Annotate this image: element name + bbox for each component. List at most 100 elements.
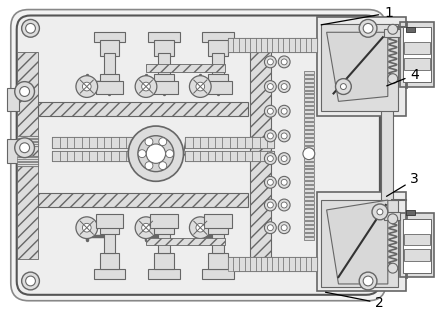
Circle shape [265, 153, 276, 164]
Bar [256, 38, 261, 52]
Bar [261, 38, 267, 52]
Bar [52, 137, 59, 148]
Bar [234, 38, 239, 52]
Circle shape [159, 162, 167, 170]
Bar [304, 193, 314, 196]
Bar [304, 166, 314, 168]
Bar [17, 136, 39, 146]
Bar [52, 151, 141, 161]
Bar [204, 80, 232, 95]
Bar [304, 233, 314, 236]
Bar [202, 269, 234, 279]
Bar [215, 151, 222, 161]
Bar [252, 137, 259, 148]
Circle shape [278, 153, 290, 164]
Circle shape [267, 84, 274, 90]
Bar [272, 257, 278, 271]
Circle shape [267, 133, 274, 139]
Circle shape [22, 19, 40, 37]
Bar [17, 144, 39, 146]
Bar [208, 74, 228, 82]
Bar [146, 64, 225, 72]
Bar [186, 151, 193, 161]
Bar [222, 151, 230, 161]
Circle shape [278, 130, 290, 142]
Text: 3: 3 [387, 172, 419, 196]
Bar [321, 200, 398, 287]
Bar [305, 257, 311, 271]
Bar [17, 156, 39, 166]
Bar [304, 90, 314, 94]
Bar [230, 137, 237, 148]
Circle shape [265, 176, 276, 188]
Bar [400, 213, 434, 277]
Bar [193, 137, 200, 148]
Bar [259, 151, 267, 161]
Bar [289, 38, 294, 52]
Circle shape [281, 59, 287, 65]
Bar [304, 225, 314, 228]
Bar [186, 137, 193, 148]
Bar [304, 236, 314, 240]
Bar [304, 79, 314, 82]
Circle shape [267, 225, 274, 231]
Circle shape [388, 263, 398, 273]
Bar [17, 141, 39, 143]
Bar [239, 257, 245, 271]
Bar [304, 126, 314, 129]
Circle shape [166, 150, 174, 158]
Circle shape [15, 138, 35, 158]
Bar [17, 143, 39, 144]
Bar [111, 137, 119, 148]
Bar [237, 137, 245, 148]
Text: 4: 4 [387, 68, 419, 86]
Bar [17, 164, 39, 166]
Bar [294, 257, 300, 271]
Bar [404, 42, 430, 54]
Circle shape [281, 133, 287, 139]
Bar [148, 32, 179, 42]
Circle shape [341, 84, 346, 90]
Bar [304, 95, 314, 97]
Bar [146, 237, 225, 246]
Circle shape [267, 156, 274, 162]
Bar [94, 269, 125, 279]
Bar [400, 22, 434, 86]
Bar [150, 214, 178, 228]
Circle shape [278, 176, 290, 188]
Circle shape [267, 108, 274, 114]
Circle shape [377, 209, 383, 215]
Bar [208, 151, 215, 161]
Bar [222, 137, 230, 148]
Bar [304, 138, 314, 141]
Bar [403, 27, 431, 82]
Bar [134, 151, 141, 161]
Bar [99, 74, 119, 82]
Circle shape [363, 276, 373, 286]
Bar [304, 146, 314, 149]
Circle shape [190, 76, 211, 97]
Circle shape [15, 82, 35, 101]
Bar [304, 209, 314, 212]
Circle shape [26, 276, 36, 286]
Bar [59, 151, 67, 161]
Bar [186, 151, 274, 161]
Bar [208, 137, 215, 148]
Circle shape [281, 156, 287, 162]
Bar [405, 27, 416, 32]
Bar [158, 53, 170, 75]
Bar [94, 32, 125, 42]
Bar [150, 80, 178, 95]
Bar [75, 151, 82, 161]
Bar [304, 173, 314, 176]
Bar [304, 213, 314, 216]
Circle shape [196, 82, 205, 91]
Bar [89, 137, 97, 148]
Circle shape [388, 24, 398, 34]
Bar [126, 151, 134, 161]
Bar [17, 159, 39, 161]
Bar [283, 257, 289, 271]
Bar [311, 38, 317, 52]
Bar [17, 157, 39, 159]
Bar [148, 269, 179, 279]
